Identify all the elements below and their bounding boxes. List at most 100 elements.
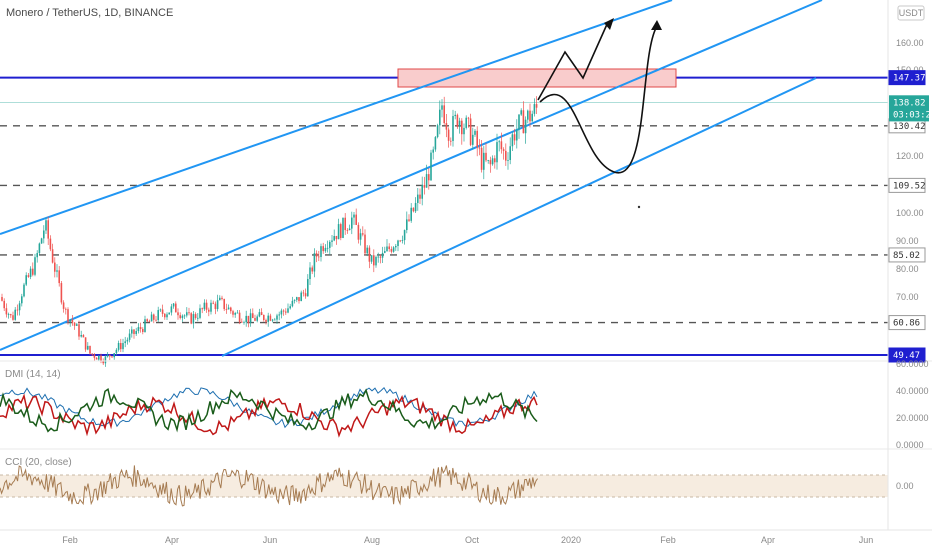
candle-body: [410, 207, 412, 221]
candle-body: [214, 303, 217, 310]
candle-body: [122, 343, 124, 350]
candle-body: [51, 249, 54, 263]
candle-body: [98, 355, 100, 360]
candle-body: [80, 334, 82, 337]
price-tag-label: 03:03:26: [893, 110, 932, 120]
candle-body: [456, 114, 459, 127]
candle-body: [133, 329, 135, 335]
candle-body: [403, 230, 406, 241]
candle-body: [487, 160, 489, 161]
candle-body: [164, 313, 166, 318]
candle-body: [115, 349, 118, 354]
dmi-tick-label: 40.0000: [896, 386, 929, 396]
candle-body: [337, 224, 340, 240]
candle-body: [5, 308, 8, 315]
cci-tick-label: 0.00: [896, 481, 914, 491]
candle-body: [208, 309, 210, 312]
candle-body: [531, 113, 533, 122]
candle-body: [304, 293, 307, 297]
candle-body: [500, 141, 503, 150]
candle-body: [23, 284, 25, 297]
candle-body: [397, 240, 399, 246]
candle-body: [522, 110, 525, 134]
candle-body: [386, 246, 388, 252]
channel-lower-line[interactable]: [221, 77, 817, 357]
candle-body: [282, 310, 285, 312]
candle-body: [49, 238, 52, 250]
projection-paths[interactable]: [537, 18, 662, 174]
dmi-plus-line: [0, 387, 538, 433]
cci-pane[interactable]: CCI (20, close): [0, 457, 888, 507]
candle-body: [458, 120, 461, 127]
time-axis[interactable]: Feb Apr Jun Aug Oct 2020 Feb Apr Jun: [0, 529, 932, 545]
candle-body: [439, 109, 441, 126]
candle-body: [529, 110, 531, 122]
time-axis-label: Feb: [660, 535, 676, 545]
level-tag-label: 130.42: [893, 122, 926, 132]
dmi-pane[interactable]: DMI (14, 14): [0, 369, 538, 438]
candle-body: [428, 174, 430, 181]
candle-body: [285, 311, 287, 313]
candle-body: [412, 207, 415, 212]
candle-body: [309, 267, 311, 280]
projection-path-dip[interactable]: [539, 27, 657, 174]
projection-path-up[interactable]: [537, 21, 609, 101]
price-axis[interactable]: USDT 160.00150.00140.00130.00120.00110.0…: [887, 0, 932, 530]
candle-body: [344, 217, 346, 231]
resistance-zone[interactable]: [397, 68, 677, 88]
level-tag-label: 49.47: [893, 351, 920, 361]
candle-body: [155, 319, 157, 321]
channel-lines[interactable]: [0, 0, 823, 357]
channel-middle-line[interactable]: [0, 0, 823, 351]
candle-body: [507, 159, 509, 161]
level-tag-label: 147.37: [893, 74, 926, 84]
main-pane[interactable]: Monero / TetherUS, 1D, BINANCE: [0, 0, 888, 367]
candle-body: [329, 241, 331, 248]
candle-body: [278, 314, 280, 316]
candle-body: [76, 324, 78, 326]
candle-body: [243, 322, 245, 324]
candle-body: [395, 245, 397, 248]
candle-body: [245, 315, 247, 323]
candle-body: [368, 247, 371, 262]
candle-body: [126, 339, 129, 342]
candle-body: [260, 312, 263, 316]
channel-upper-line[interactable]: [0, 0, 673, 235]
candle-body: [315, 253, 318, 257]
dmi-label: DMI (14, 14): [5, 369, 61, 380]
candle-body: [527, 110, 529, 120]
candle-body: [434, 137, 437, 150]
candle-body: [348, 228, 351, 231]
candle-body: [36, 253, 38, 258]
candle-body: [485, 152, 487, 161]
candle-body: [1, 297, 3, 301]
dmi-tick-label: 60.0000: [896, 359, 929, 369]
candle-body: [91, 353, 93, 355]
candle-body: [293, 299, 296, 301]
currency-label: USDT: [899, 8, 924, 18]
candle-body: [62, 302, 65, 309]
candle-body: [166, 314, 168, 318]
candle-body: [307, 279, 309, 297]
chart-title: Monero / TetherUS, 1D, BINANCE: [6, 7, 173, 19]
candle-body: [362, 233, 364, 235]
candle-body: [25, 275, 27, 285]
candle-body: [465, 117, 467, 128]
candle-body: [463, 127, 465, 135]
candle-body: [505, 150, 507, 161]
candle-body: [120, 342, 122, 350]
candle-body: [252, 313, 254, 319]
candle-body: [32, 268, 34, 275]
candle-body: [375, 256, 377, 266]
level-tags: 147.37 130.42 109.52 85.02 60.86 49.47 138.82 0…: [888, 70, 932, 363]
candle-body: [153, 314, 155, 320]
candle-body: [3, 300, 5, 309]
candle-body: [190, 313, 192, 324]
currency-badge[interactable]: [897, 5, 925, 21]
candle-body: [106, 354, 109, 357]
candle-body: [135, 331, 137, 335]
candle-body: [381, 252, 384, 258]
candle-body: [111, 356, 113, 358]
candle-body: [469, 118, 472, 145]
